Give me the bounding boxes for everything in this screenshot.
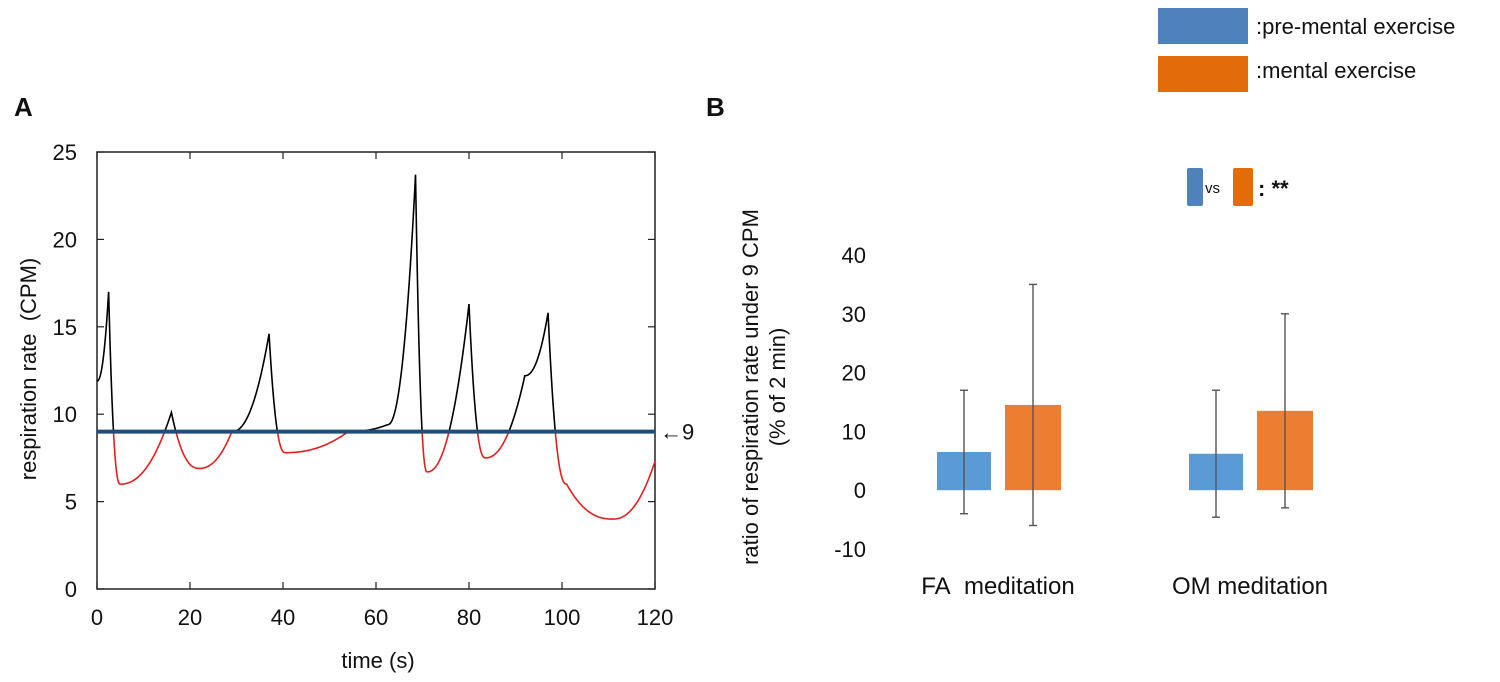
chart-b-y-tick-label: 10 bbox=[842, 419, 866, 444]
chart-b-category-label: OM meditation bbox=[1172, 573, 1328, 600]
chart-a-series-above-threshold bbox=[348, 174, 423, 433]
legend-swatch-pre bbox=[1158, 8, 1248, 44]
chart-a-y-tick-label: 15 bbox=[53, 315, 77, 340]
chart-a-x-tick-label: 40 bbox=[271, 605, 295, 630]
chart-a-ylabel: respiration rate (CPM) bbox=[16, 258, 41, 481]
significance-swatch-pre bbox=[1187, 168, 1203, 206]
chart-a-series-below-threshold bbox=[421, 431, 450, 473]
chart-a: 0 20 40 60 80 100 120 0 5 10 15 20 25 ←9 bbox=[53, 140, 695, 630]
significance-swatch-mental bbox=[1233, 168, 1253, 206]
significance-vs: vs bbox=[1205, 180, 1220, 197]
legend-label-pre: :pre-mental exercise bbox=[1256, 14, 1455, 39]
chart-a-y-tick-label: 10 bbox=[53, 402, 77, 427]
chart-a-x-tick-label: 80 bbox=[457, 605, 481, 630]
chart-a-y-tick-label: 0 bbox=[65, 577, 77, 602]
chart-a-series-below-threshold bbox=[112, 431, 166, 485]
chart-b: -10 0 10 20 30 40 FA meditation OM meditation bbox=[834, 243, 1328, 600]
chart-a-threshold-label: ←9 bbox=[660, 420, 694, 445]
panel-label-b: B bbox=[706, 92, 725, 122]
chart-b-y-tick-label: 40 bbox=[842, 243, 866, 268]
chart-a-series-above-threshold bbox=[96, 291, 115, 432]
chart-a-plot-frame bbox=[96, 151, 656, 590]
chart-a-series-below-threshold bbox=[276, 431, 349, 454]
chart-a-x-tick-label: 120 bbox=[637, 605, 674, 630]
chart-a-x-tick-label: 100 bbox=[544, 605, 581, 630]
panel-label-a: A bbox=[14, 92, 33, 122]
chart-a-series-above-threshold bbox=[231, 333, 279, 433]
chart-b-category-label: FA meditation bbox=[921, 573, 1074, 600]
chart-a-xlabel: time (s) bbox=[341, 648, 414, 673]
legend: :pre-mental exercise :mental exercise bbox=[1158, 8, 1455, 92]
chart-b-ylabel-line2: (% of 2 min) bbox=[765, 328, 790, 447]
chart-a-series-above-threshold bbox=[508, 312, 557, 432]
legend-label-mental: :mental exercise bbox=[1256, 58, 1416, 83]
chart-b-y-tick-label: 30 bbox=[842, 302, 866, 327]
chart-a-x-tick-label: 60 bbox=[364, 605, 388, 630]
significance-marker: vs : ** bbox=[1187, 168, 1289, 206]
chart-a-series-above-threshold bbox=[163, 409, 177, 432]
chart-a-y-tick-label: 25 bbox=[53, 140, 77, 165]
legend-swatch-mental bbox=[1158, 56, 1248, 92]
chart-a-series-below-threshold bbox=[554, 431, 656, 520]
chart-b-ylabel-line1: ratio of respiration rate under 9 CPM bbox=[738, 209, 763, 565]
chart-b-y-tick-label: 0 bbox=[854, 478, 866, 503]
chart-a-series-below-threshold bbox=[476, 431, 510, 459]
chart-b-y-tick-label: -10 bbox=[834, 537, 866, 562]
chart-a-series-above-threshold bbox=[448, 303, 479, 432]
chart-a-x-tick-label: 20 bbox=[178, 605, 202, 630]
chart-a-y-tick-label: 20 bbox=[53, 227, 77, 252]
chart-a-x-tick-label: 0 bbox=[91, 605, 103, 630]
chart-a-y-tick-label: 5 bbox=[65, 490, 77, 515]
chart-a-series-below-threshold bbox=[175, 431, 233, 470]
significance-stars: : ** bbox=[1258, 176, 1289, 201]
chart-b-y-tick-label: 20 bbox=[842, 361, 866, 386]
